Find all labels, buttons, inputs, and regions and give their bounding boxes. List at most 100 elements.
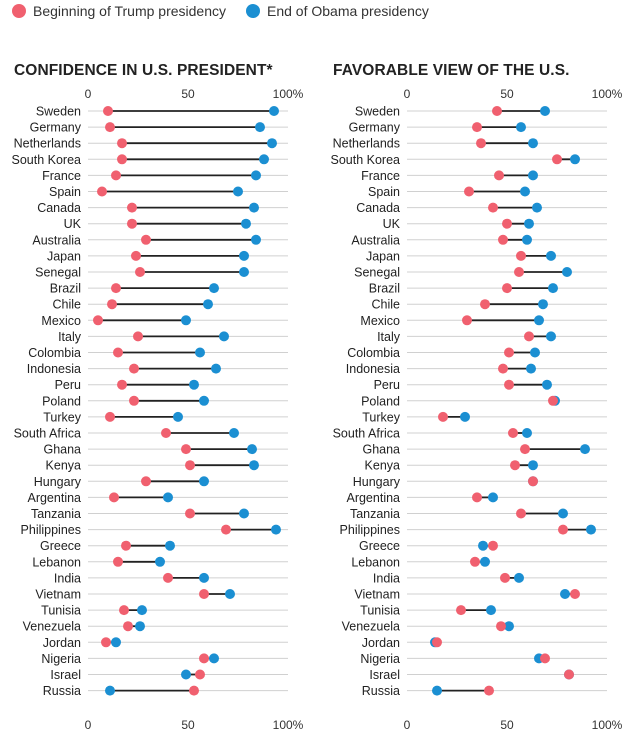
favorable-trump-point-australia: [498, 234, 508, 245]
favorable-trump-point-spain: [464, 186, 474, 197]
favorable-obama-point-indonesia: [526, 363, 536, 374]
confidence-category-label-tanzania: Tanzania: [31, 507, 81, 521]
confidence-tick-label-bottom-1: 50: [181, 718, 195, 732]
favorable-obama-point-argentina: [488, 492, 498, 503]
favorable-category-label-south-korea: South Korea: [331, 153, 401, 167]
confidence-obama-point-senegal: [239, 267, 249, 277]
favorable-trump-point-india: [500, 572, 510, 583]
chart-title-favorable: FAVORABLE VIEW OF THE U.S.: [333, 62, 570, 79]
favorable-obama-point-germany: [516, 122, 526, 133]
favorable-category-label-brazil: Brazil: [369, 282, 400, 296]
favorable-trump-point-germany: [472, 122, 482, 133]
favorable-obama-point-south-korea: [570, 154, 580, 165]
confidence-trump-point-vietnam: [199, 589, 209, 599]
favorable-category-label-nigeria: Nigeria: [360, 652, 400, 666]
favorable-category-label-india: India: [373, 571, 400, 585]
favorable-category-label-vietnam: Vietnam: [354, 588, 400, 602]
favorable-category-label-italy: Italy: [377, 330, 401, 344]
favorable-trump-point-jordan: [432, 637, 442, 648]
favorable-category-label-jordan: Jordan: [362, 636, 400, 650]
confidence-obama-point-japan: [239, 250, 249, 261]
favorable-category-label-canada: Canada: [356, 201, 400, 215]
favorable-category-label-tunisia: Tunisia: [360, 604, 400, 618]
favorable-category-label-japan: Japan: [366, 249, 400, 263]
legend-item-obama: End of Obama presidency: [246, 3, 429, 19]
favorable-trump-point-kenya: [510, 460, 520, 471]
favorable-category-label-australia: Australia: [351, 233, 400, 247]
favorable-trump-point-brazil: [502, 283, 512, 294]
confidence-trump-point-israel: [195, 669, 205, 680]
favorable-obama-point-australia: [522, 234, 532, 245]
confidence-trump-point-venezuela: [123, 621, 133, 632]
favorable-category-label-south-africa: South Africa: [333, 427, 400, 441]
confidence-obama-point-brazil: [209, 283, 219, 294]
confidence-obama-point-ghana: [247, 444, 257, 455]
favorable-obama-point-vietnam: [560, 589, 570, 599]
confidence-tick-label-bottom-2: 100%: [273, 718, 304, 732]
favorable-trump-point-netherlands: [476, 138, 486, 149]
favorable-category-label-sweden: Sweden: [355, 105, 400, 119]
confidence-obama-point-germany: [255, 122, 265, 133]
confidence-trump-point-poland: [129, 395, 139, 406]
confidence-category-label-india: India: [54, 571, 81, 585]
confidence-obama-point-vietnam: [225, 589, 235, 599]
favorable-trump-point-uk: [502, 218, 512, 229]
confidence-trump-point-senegal: [135, 267, 145, 277]
confidence-category-label-france: France: [42, 169, 81, 183]
favorable-obama-point-lebanon: [480, 556, 490, 567]
confidence-category-label-philippines: Philippines: [21, 523, 81, 537]
confidence-obama-point-uk: [241, 218, 251, 229]
favorable-trump-point-israel: [564, 669, 574, 680]
confidence-trump-point-sweden: [103, 106, 113, 116]
favorable-obama-point-south-africa: [522, 428, 532, 438]
confidence-category-label-canada: Canada: [37, 201, 81, 215]
favorable-trump-point-italy: [524, 331, 534, 342]
confidence-trump-point-russia: [189, 685, 199, 696]
favorable-obama-point-italy: [546, 331, 556, 342]
favorable-tick-label-bottom-2: 100%: [592, 718, 623, 732]
confidence-obama-point-netherlands: [267, 138, 277, 149]
confidence-obama-point-kenya: [249, 460, 259, 471]
confidence-category-label-germany: Germany: [30, 121, 82, 135]
favorable-category-label-peru: Peru: [374, 378, 400, 392]
favorable-obama-point-russia: [432, 685, 442, 696]
confidence-category-label-italy: Italy: [58, 330, 82, 344]
favorable-category-label-hungary: Hungary: [353, 475, 401, 489]
favorable-trump-point-colombia: [504, 347, 514, 358]
favorable-category-label-senegal: Senegal: [354, 266, 400, 280]
favorable-obama-point-philippines: [586, 524, 596, 535]
confidence-trump-point-italy: [133, 331, 143, 342]
favorable-obama-point-brazil: [548, 283, 558, 294]
favorable-trump-point-lebanon: [470, 556, 480, 567]
confidence-obama-point-sweden: [269, 106, 279, 116]
confidence-trump-point-jordan: [101, 637, 111, 648]
favorable-category-label-lebanon: Lebanon: [351, 555, 400, 569]
confidence-category-label-uk: UK: [64, 217, 82, 231]
confidence-category-label-turkey: Turkey: [43, 410, 81, 424]
confidence-category-label-kenya: Kenya: [46, 459, 81, 473]
confidence-obama-point-tunisia: [137, 605, 147, 616]
favorable-category-label-poland: Poland: [361, 394, 400, 408]
favorable-obama-point-colombia: [530, 347, 540, 358]
favorable-trump-point-tanzania: [516, 508, 526, 519]
confidence-obama-point-spain: [233, 186, 243, 197]
confidence-trump-point-japan: [131, 250, 141, 261]
confidence-trump-point-south-korea: [117, 154, 127, 165]
favorable-obama-point-senegal: [562, 267, 572, 277]
favorable-trump-point-chile: [480, 299, 490, 310]
confidence-category-label-argentina: Argentina: [27, 491, 81, 505]
confidence-category-label-spain: Spain: [49, 185, 81, 199]
confidence-obama-point-nigeria: [209, 653, 219, 664]
legend-item-trump: Beginning of Trump presidency: [12, 3, 226, 19]
confidence-trump-point-ghana: [181, 444, 191, 455]
favorable-trump-point-japan: [516, 250, 526, 261]
confidence-category-label-lebanon: Lebanon: [32, 555, 81, 569]
favorable-trump-point-south-africa: [508, 428, 518, 438]
confidence-tick-label-top-1: 50: [181, 87, 195, 101]
confidence-obama-point-south-korea: [259, 154, 269, 165]
confidence-category-label-nigeria: Nigeria: [41, 652, 81, 666]
confidence-trump-point-peru: [117, 379, 127, 390]
confidence-category-label-vietnam: Vietnam: [35, 588, 81, 602]
confidence-obama-point-india: [199, 572, 209, 583]
